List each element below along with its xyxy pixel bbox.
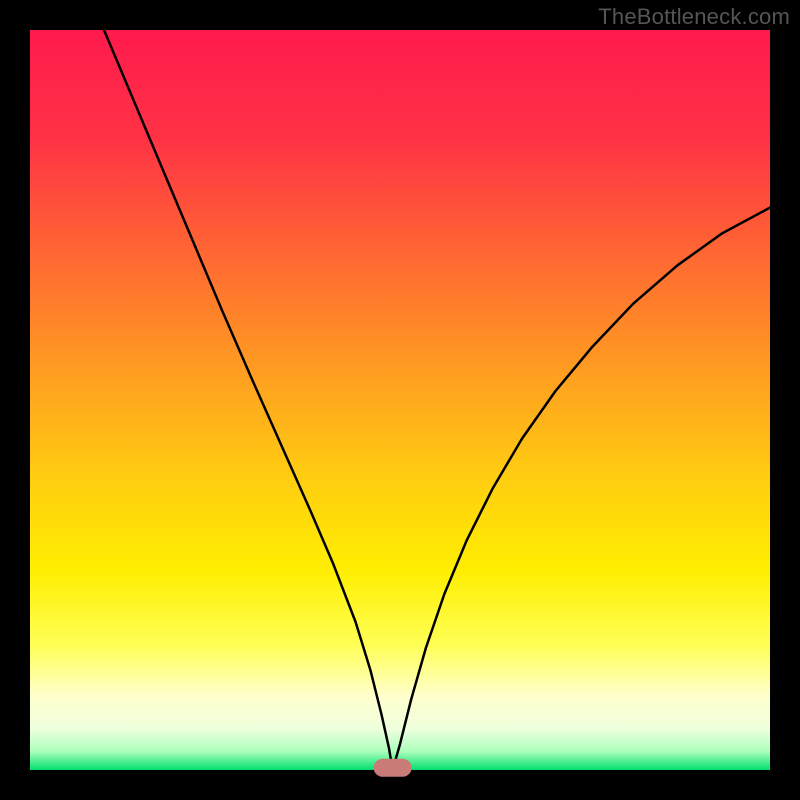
bottleneck-chart-svg	[0, 0, 800, 800]
watermark-text: TheBottleneck.com	[598, 4, 790, 30]
chart-frame: TheBottleneck.com	[0, 0, 800, 800]
bottleneck-minimum-marker	[374, 759, 412, 777]
plot-gradient-background	[30, 30, 770, 770]
